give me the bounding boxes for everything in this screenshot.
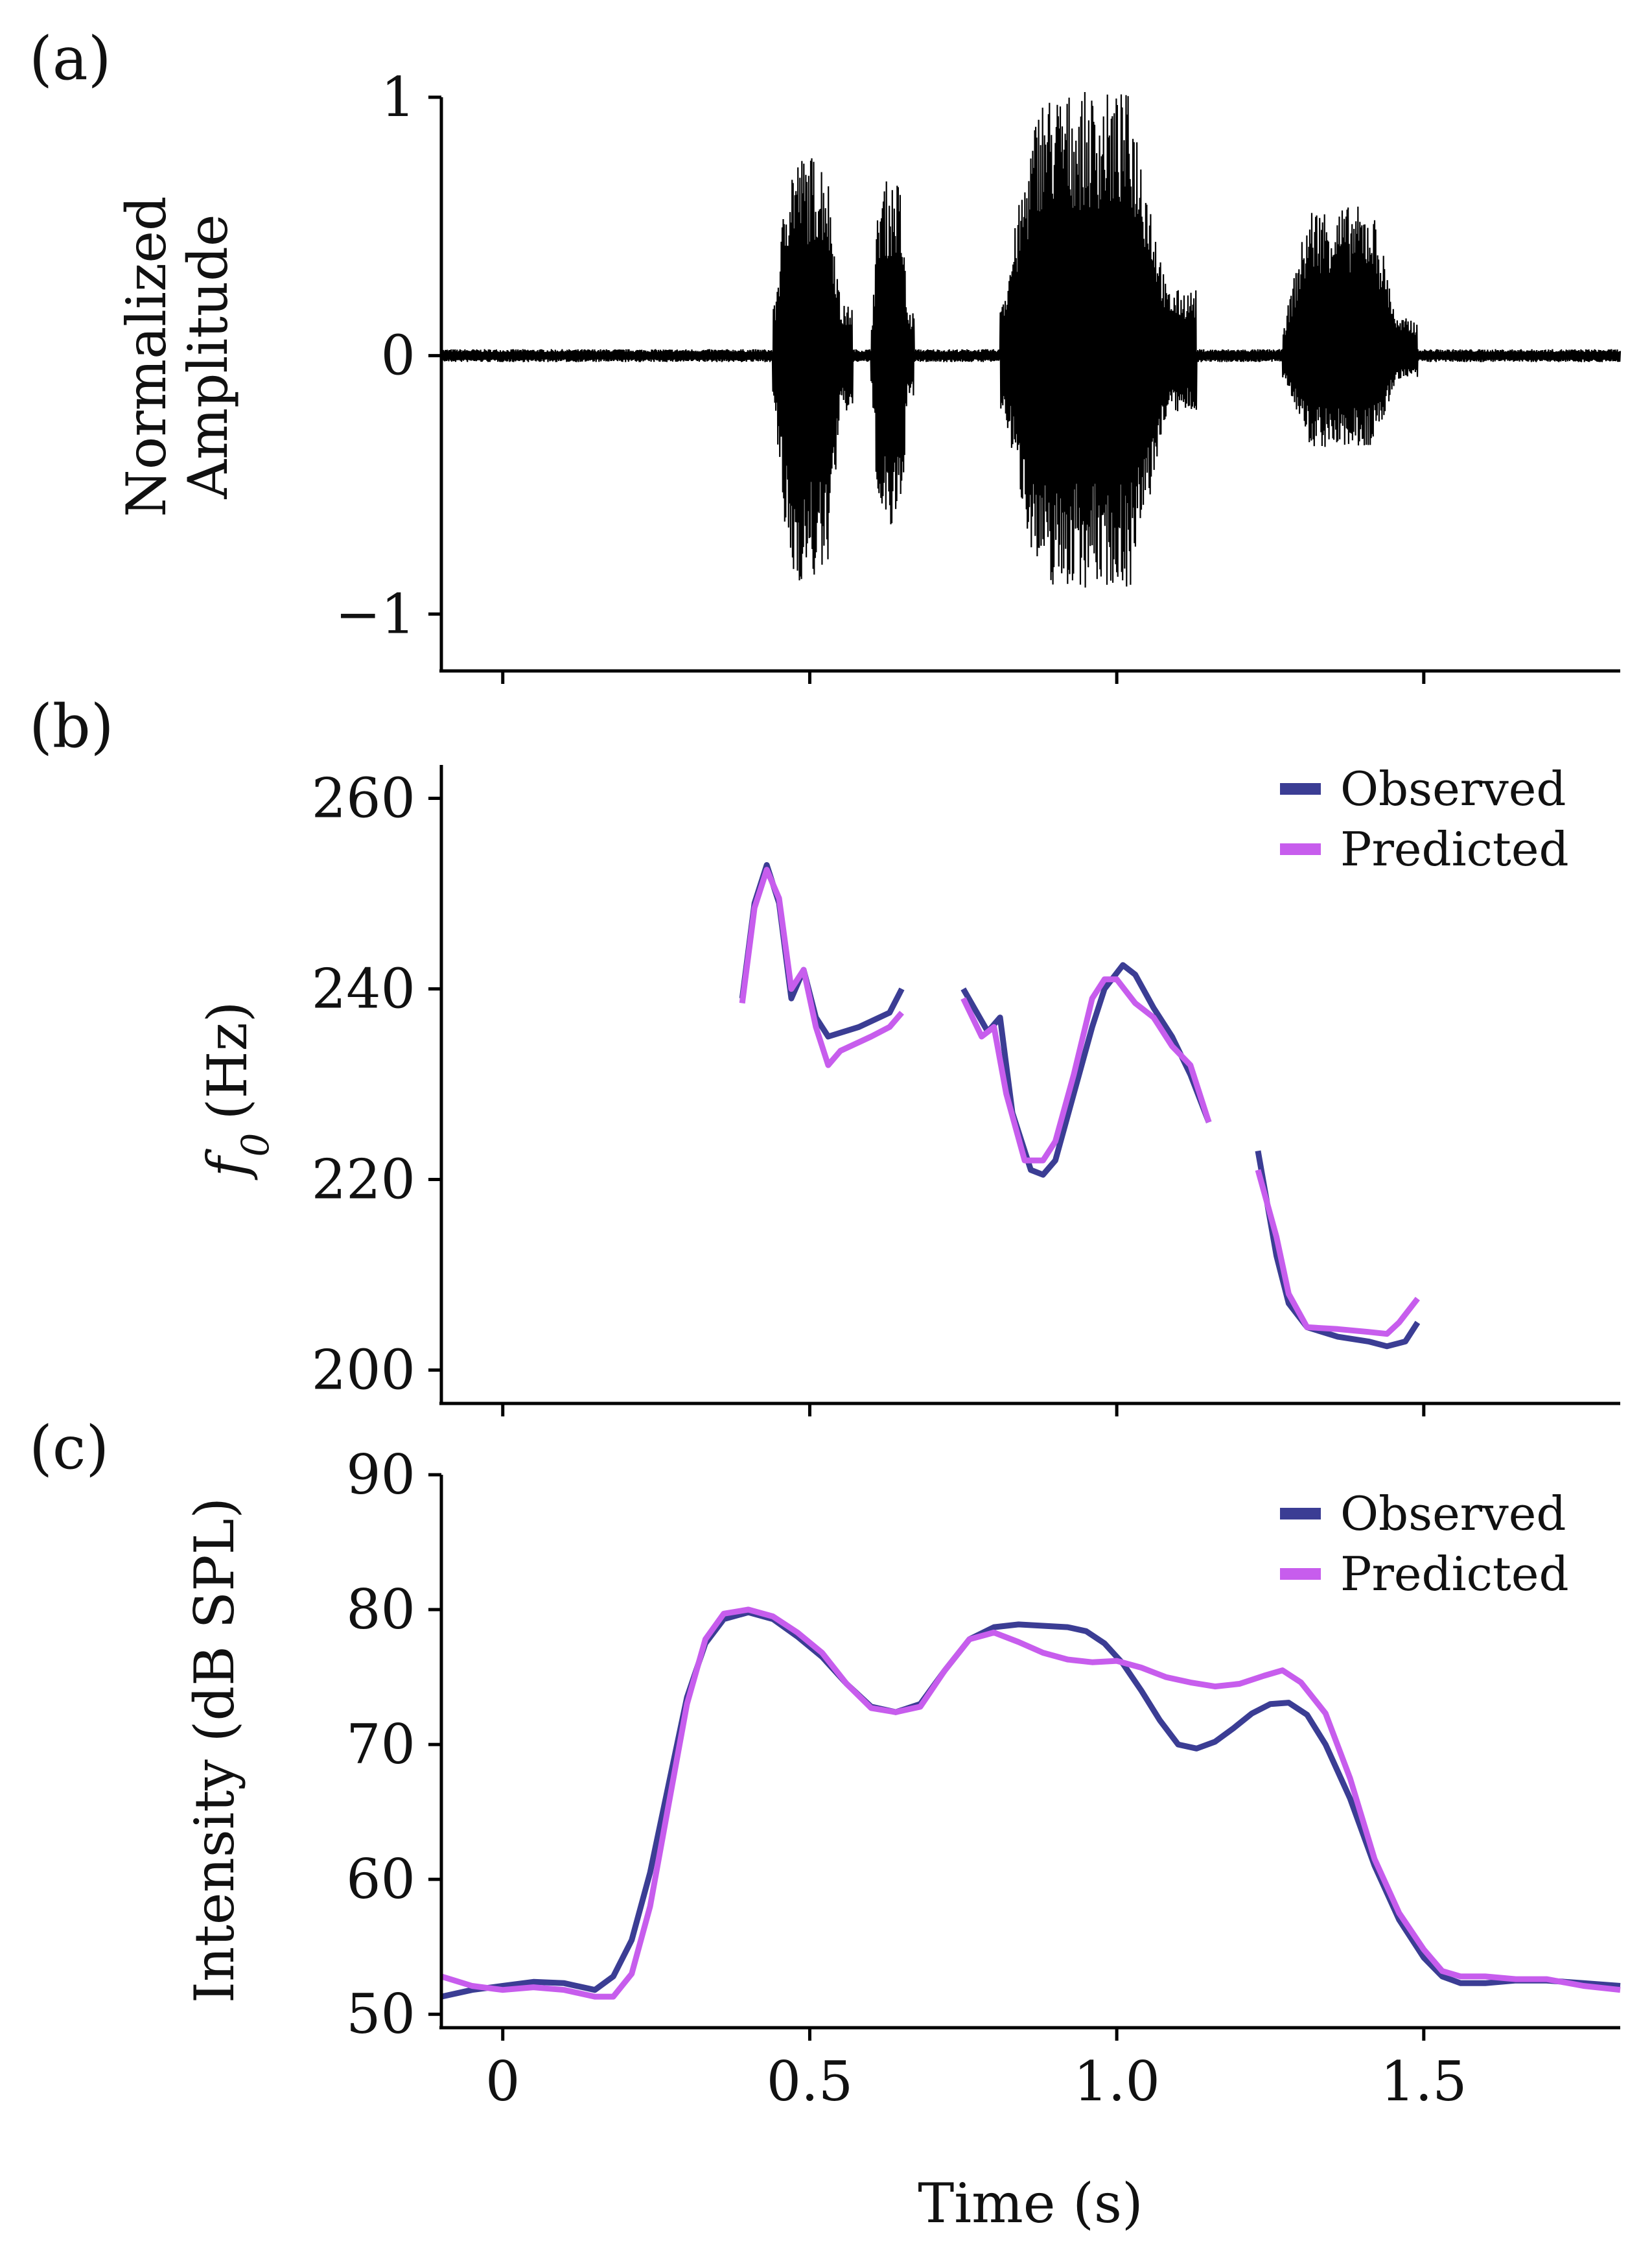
panel-b-ytick-label-260: 260 xyxy=(312,766,415,830)
panel-a-waveform: (a) Normalized Amplitude 1 0 −1 xyxy=(29,24,1622,684)
panel-b-ytick-label-240: 240 xyxy=(312,957,415,1020)
intensity-predicted-line xyxy=(440,1606,1621,2000)
panel-c-series xyxy=(440,1606,1621,2000)
panel-a-label: (a) xyxy=(29,24,111,93)
panel-b-ylabel-unit: (Hz) xyxy=(196,1001,259,1120)
intensity-observed-line xyxy=(441,1609,1621,2000)
panel-b-ylabel-subscript: 0 xyxy=(233,1133,277,1157)
panel-c-ytick-label-50: 50 xyxy=(346,1982,415,2046)
legend-b-predicted-label: Predicted xyxy=(1340,822,1569,876)
panel-c-ylabel: Intensity (dB SPL) xyxy=(183,1497,246,2003)
panel-b-f0: (b) f0(Hz) 260 240 220 200 Observed Pred… xyxy=(29,692,1620,1416)
svg-text:f0(Hz): f0(Hz) xyxy=(196,1001,277,1180)
panel-b-label: (b) xyxy=(29,692,114,761)
f0-predicted-segment-1 xyxy=(960,976,1212,1164)
panel-a-ytick-label-1: 1 xyxy=(381,65,415,129)
f0-predicted-segment-2 xyxy=(1255,1169,1420,1337)
panel-c-xtick-label-0.5: 0.5 xyxy=(767,2050,854,2113)
legend-b-observed-label: Observed xyxy=(1340,762,1566,816)
panel-a-ylabel-line2: Amplitude xyxy=(176,214,240,499)
panel-b-ylabel: f0(Hz) xyxy=(196,1001,277,1180)
panel-c-xtick-label-1.0: 1.0 xyxy=(1073,2050,1160,2113)
panel-a-yticks: 1 0 −1 xyxy=(335,65,441,646)
panel-b-legend: Observed Predicted xyxy=(1280,762,1569,876)
f0-predicted-segment-0 xyxy=(739,867,904,1068)
panel-b-series xyxy=(739,862,1421,1350)
panel-b-ytick-label-200: 200 xyxy=(312,1339,415,1402)
legend-c-observed-label: Observed xyxy=(1340,1486,1566,1541)
panel-c-legend: Observed Predicted xyxy=(1280,1486,1569,1601)
panel-a-ytick-label-neg1: −1 xyxy=(335,582,415,646)
waveform-path xyxy=(440,91,1622,588)
panel-c-intensity: (c) Intensity (dB SPL) 90 80 70 60 50 0 … xyxy=(29,1413,1621,2235)
panel-c-xlabel: Time (s) xyxy=(918,2172,1143,2235)
panel-b-ytick-label-220: 220 xyxy=(312,1148,415,1212)
f0-observed-segment-1 xyxy=(960,962,1212,1178)
panel-c-label: (c) xyxy=(29,1413,109,1483)
panel-b-yticks: 260 240 220 200 xyxy=(312,766,441,1402)
panel-a-ylabel: Normalized Amplitude xyxy=(115,196,240,517)
panel-c-xtick-label-1.5: 1.5 xyxy=(1380,2050,1467,2113)
panel-c-ytick-label-60: 60 xyxy=(346,1847,415,1911)
panel-c-ylabel-wrap: Intensity (dB SPL) xyxy=(183,1497,246,2003)
f0-observed-segment-0 xyxy=(739,862,905,1040)
panel-a-ylabel-line1: Normalized xyxy=(115,196,178,517)
panel-c-xticks: 0 0.5 1.0 1.5 xyxy=(485,2028,1467,2113)
panel-c-yticks: 90 80 70 60 50 xyxy=(346,1443,441,2046)
f0-observed-segment-2 xyxy=(1255,1150,1421,1350)
panel-a-xticks xyxy=(501,671,1426,684)
panel-a-ytick-label-0: 0 xyxy=(381,324,415,388)
panel-c-ytick-label-70: 70 xyxy=(346,1713,415,1776)
panel-b-xticks xyxy=(501,1403,1426,1416)
panel-c-ytick-label-90: 90 xyxy=(346,1443,415,1507)
waveform-trace xyxy=(440,91,1622,588)
legend-c-predicted-label: Predicted xyxy=(1340,1547,1569,1601)
panel-c-xtick-label-0: 0 xyxy=(485,2050,520,2113)
panel-c-ytick-label-80: 80 xyxy=(346,1578,415,1641)
